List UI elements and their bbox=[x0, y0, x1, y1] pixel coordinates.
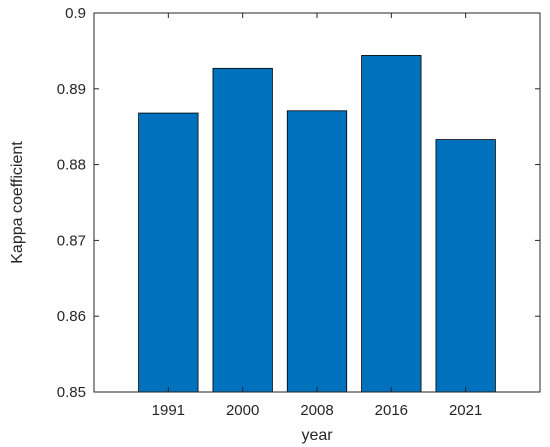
x-tick-label: 2000 bbox=[226, 402, 259, 419]
y-tick-label: 0.89 bbox=[57, 81, 86, 98]
y-axis-ticks: 0.85 0.86 0.87 0.88 0.89 0.9 bbox=[57, 5, 540, 401]
bar-2016 bbox=[361, 55, 422, 393]
bar-2000 bbox=[212, 67, 273, 393]
y-tick-label: 0.87 bbox=[57, 232, 86, 249]
y-tick-label: 0.86 bbox=[57, 308, 86, 325]
x-tick-label: 1991 bbox=[152, 402, 185, 419]
x-axis-label: year bbox=[301, 427, 333, 444]
bar-2008 bbox=[286, 110, 348, 393]
y-tick-label: 0.9 bbox=[65, 5, 86, 22]
y-axis-label: Kappa coefficient bbox=[9, 141, 26, 264]
y-tick-label: 0.85 bbox=[57, 384, 86, 401]
y-tick-label: 0.88 bbox=[57, 157, 86, 174]
bars bbox=[138, 55, 496, 393]
x-axis-ticks: 1991 2000 2008 2016 2021 bbox=[152, 13, 482, 419]
x-tick-label: 2021 bbox=[449, 402, 482, 419]
x-tick-label: 2008 bbox=[300, 402, 333, 419]
x-tick-label: 2016 bbox=[375, 402, 408, 419]
bar-1991 bbox=[138, 112, 199, 393]
bar-2021 bbox=[435, 139, 496, 393]
